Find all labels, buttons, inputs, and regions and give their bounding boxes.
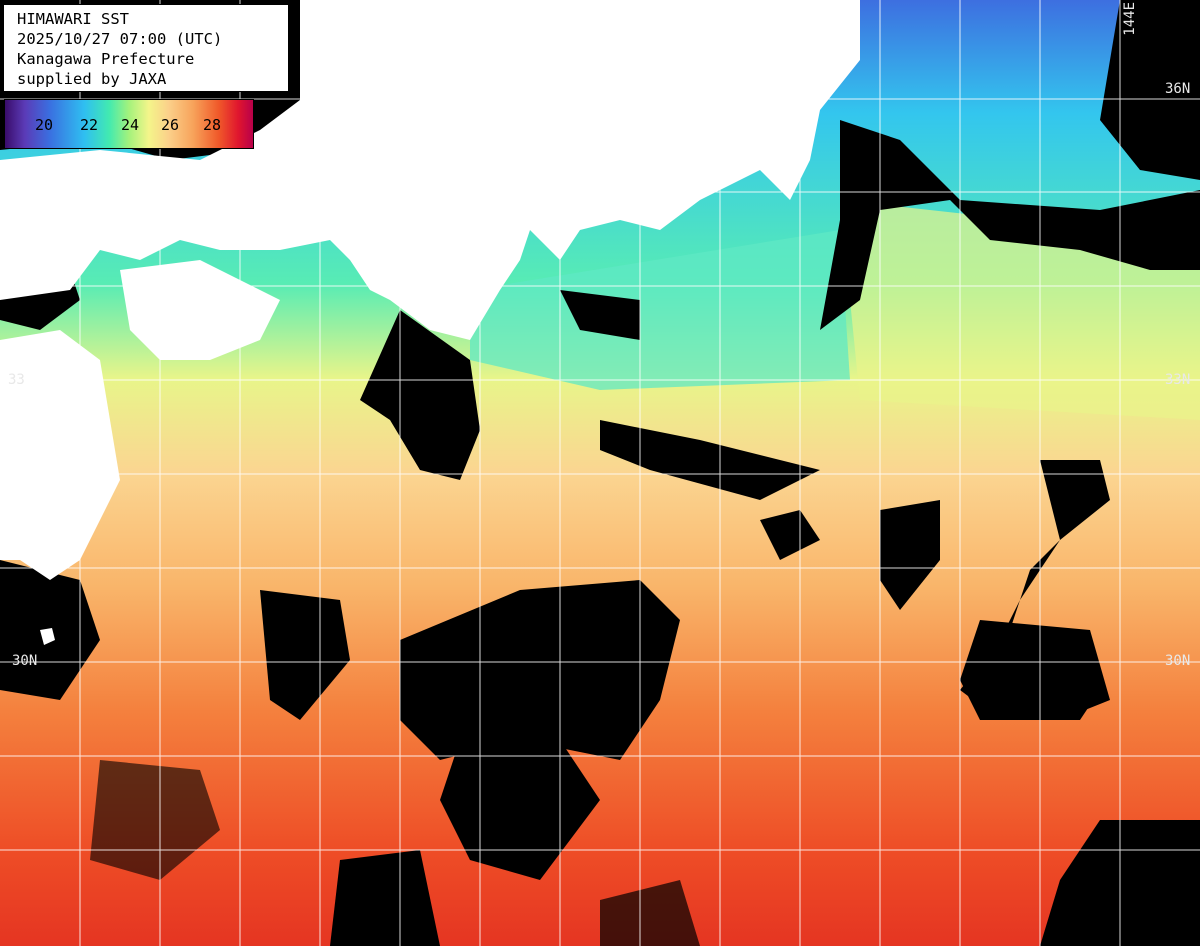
honshu-land (0, 0, 860, 340)
latitude-label-33n-right: 33N (1165, 372, 1191, 388)
legend-tick-20: 20 (35, 116, 54, 134)
kyushu-land (0, 330, 120, 580)
title-line-credit: supplied by JAXA (17, 70, 167, 88)
title-line-product: HIMAWARI SST (17, 10, 129, 28)
latitude-label-33-left: 33 (8, 372, 25, 388)
latitude-label-36n: 36N (1165, 81, 1191, 97)
color-scale-legend: 20 22 24 26 28 (4, 99, 254, 149)
title-line-timestamp: 2025/10/27 07:00 (UTC) (17, 30, 223, 48)
legend-tick-24: 24 (121, 116, 140, 134)
noto-island (40, 628, 55, 645)
kii-peninsula (370, 230, 440, 300)
title-line-region: Kanagawa Prefecture (17, 50, 195, 68)
latitude-label-30n-right: 30N (1165, 653, 1191, 669)
legend-tick-22: 22 (80, 116, 99, 134)
latitude-label-30n-left: 30N (12, 653, 38, 669)
cool-bay-water (470, 230, 850, 390)
longitude-label-144e: 144E (1122, 2, 1138, 36)
legend-tick-28: 28 (203, 116, 222, 134)
title-box: HIMAWARI SST 2025/10/27 07:00 (UTC) Kana… (3, 4, 289, 92)
legend-tick-26: 26 (161, 116, 180, 134)
longitude-label-136e: 136E (482, 2, 498, 36)
